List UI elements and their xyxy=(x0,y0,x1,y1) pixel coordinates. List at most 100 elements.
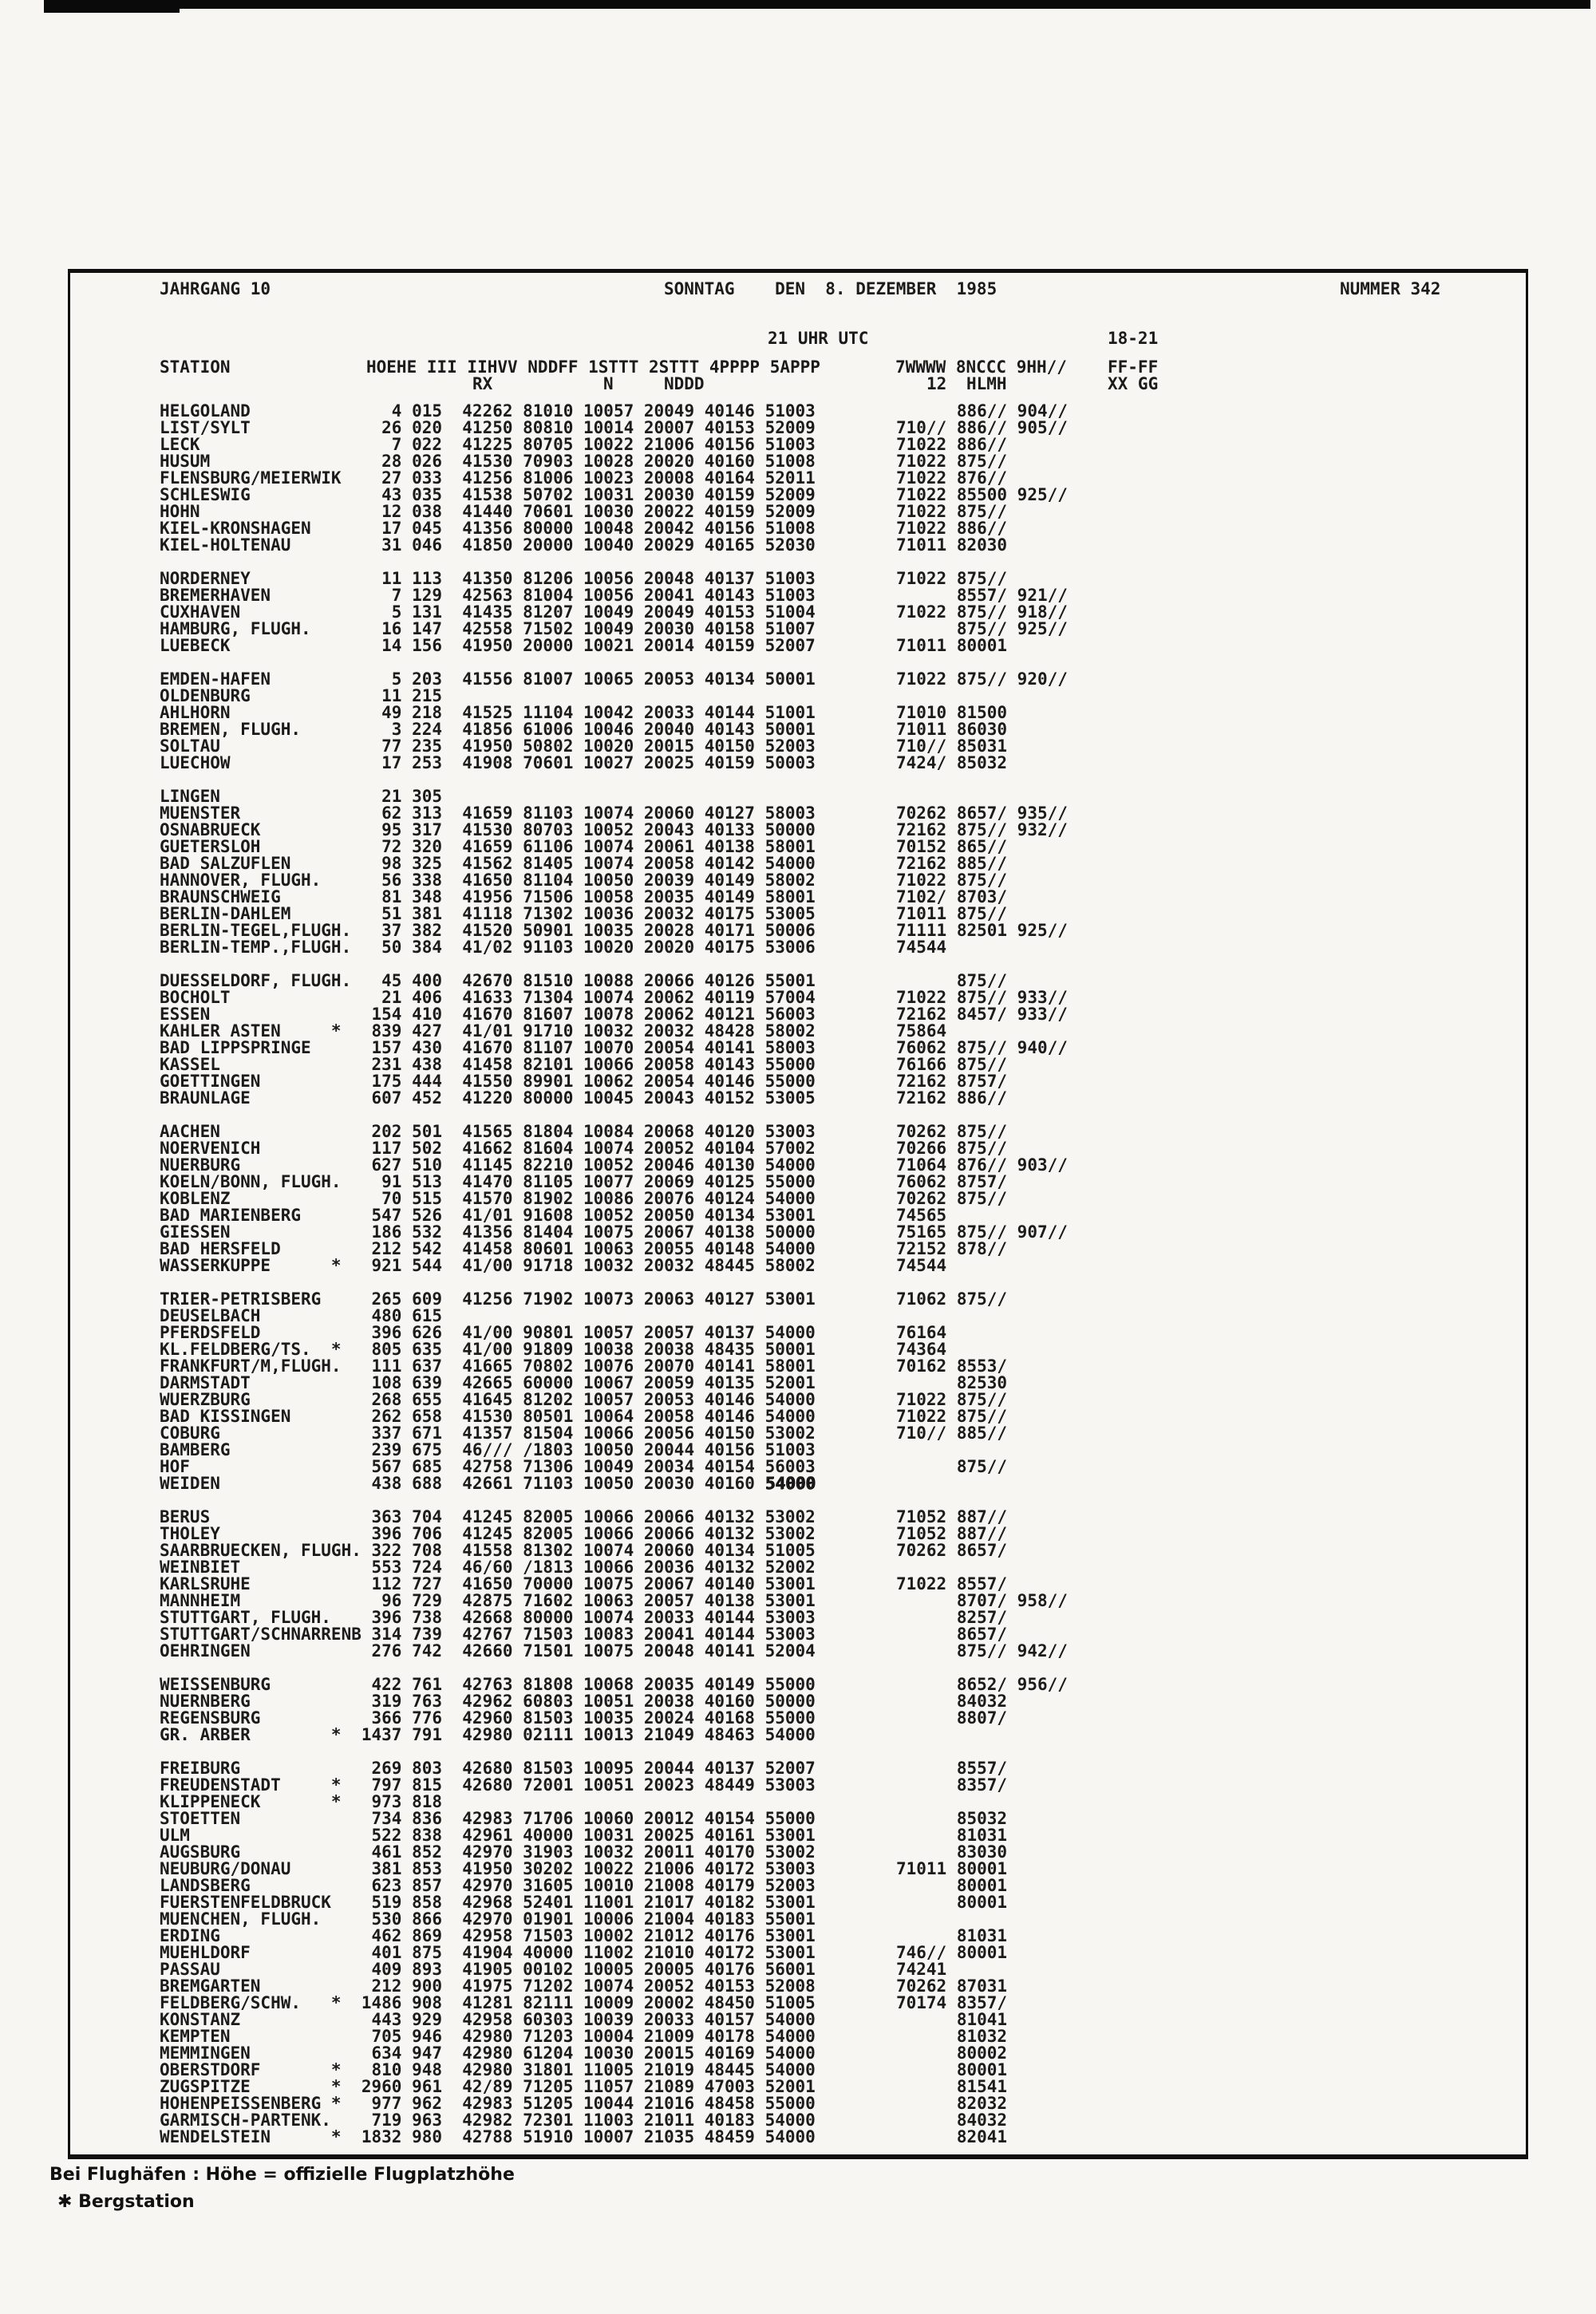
station-row: NORDERNEY 11 113 41350 81206 10056 20048… xyxy=(160,569,1008,588)
column-subheader-n: N xyxy=(603,374,614,393)
station-row: BAD LIPPSPRINGE 157 430 41670 81107 1007… xyxy=(160,1038,1068,1057)
station-row: HAMBURG, FLUGH. 16 147 42558 71502 10049… xyxy=(160,619,1068,638)
station-row: LANDSBERG 623 857 42970 31605 10010 2100… xyxy=(160,1876,1008,1895)
station-row: HELGOLAND 4 015 42262 81010 10057 20049 … xyxy=(160,401,1068,421)
station-row: NUERBURG 627 510 41145 82210 10052 20046… xyxy=(160,1155,1068,1175)
station-row: GR. ARBER * 1437 791 42980 02111 10013 2… xyxy=(160,1725,816,1744)
station-row: KIEL-KRONSHAGEN 17 045 41356 80000 10048… xyxy=(160,519,1008,538)
station-row: BAD MARIENBERG 547 526 41/01 91608 10052… xyxy=(160,1206,947,1225)
station-row: WUERZBURG 268 655 41645 81202 10057 2005… xyxy=(160,1390,1008,1409)
station-row: ESSEN 154 410 41670 81607 10078 20062 40… xyxy=(160,1005,1068,1024)
station-row: WASSERKUPPE * 921 544 41/00 91718 10032 … xyxy=(160,1256,947,1275)
station-row: PFERDSFELD 396 626 41/00 90801 10057 200… xyxy=(160,1323,947,1342)
station-row: BERLIN-TEGEL,FLUGH. 37 382 41520 50901 1… xyxy=(160,921,1068,940)
station-row: WENDELSTEIN * 1832 980 42788 51910 10007… xyxy=(160,2127,1008,2146)
station-row: DUESSELDORF, FLUGH. 45 400 42670 81510 1… xyxy=(160,971,1008,990)
station-row: MUENSTER 62 313 41659 81103 10074 20060 … xyxy=(160,804,1068,823)
station-row: NUERNBERG 319 763 42962 60803 10051 2003… xyxy=(160,1692,1008,1711)
issue-number: NUMMER 342 xyxy=(1340,279,1441,298)
station-row: LUEBECK 14 156 41950 20000 10021 20014 4… xyxy=(160,636,1008,655)
station-row: ULM 522 838 42961 40000 10031 20025 4016… xyxy=(160,1826,1008,1845)
station-row: GIESSEN 186 532 41356 81404 10075 20067 … xyxy=(160,1222,1068,1242)
station-row: COBURG 337 671 41357 81504 10066 20056 4… xyxy=(160,1424,1008,1443)
blank-line xyxy=(160,956,1068,973)
blank-line xyxy=(160,1492,1068,1509)
station-row: LINGEN 21 305 xyxy=(160,787,443,806)
page-frame xyxy=(68,269,1528,2159)
station-row: BAD SALZUFLEN 98 325 41562 81405 10074 2… xyxy=(160,854,1008,873)
station-row: SAARBRUECKEN, FLUGH. 322 708 41558 81302… xyxy=(160,1541,1008,1560)
station-row: BREMEN, FLUGH. 3 224 41856 61006 10046 2… xyxy=(160,720,1008,739)
station-row: HOHENPEISSENBERG * 977 962 42983 51205 1… xyxy=(160,2094,1008,2113)
station-row: WEISSENBURG 422 761 42763 81808 10068 20… xyxy=(160,1675,1068,1694)
station-row: BRAUNSCHWEIG 81 348 41956 71506 10058 20… xyxy=(160,887,1008,906)
station-row: FUERSTENFELDBRUCK 519 858 42968 52401 11… xyxy=(160,1893,1008,1912)
blank-line xyxy=(160,1660,1068,1676)
blank-line xyxy=(160,554,1068,571)
column-subheader-rx: RX xyxy=(472,374,493,393)
station-row: REGENSBURG 366 776 42960 81503 10035 200… xyxy=(160,1708,1008,1728)
station-row: BAMBERG 239 675 46/// /1803 10050 20044 … xyxy=(160,1440,816,1459)
observation-time-label: 21 UHR UTC xyxy=(768,329,869,348)
station-row: LECK 7 022 41225 80705 10022 21006 40156… xyxy=(160,435,1008,454)
station-row: MUENCHEN, FLUGH. 530 866 42970 01901 100… xyxy=(160,1909,816,1929)
station-row: NEUBURG/DONAU 381 853 41950 30202 10022 … xyxy=(160,1859,1008,1878)
station-row: HUSUM 28 026 41530 70903 10028 20020 401… xyxy=(160,452,1008,471)
station-row: ZUGSPITZE * 2960 961 42/89 71205 11057 2… xyxy=(160,2077,1008,2096)
station-row: BOCHOLT 21 406 41633 71304 10074 20062 4… xyxy=(160,988,1068,1007)
station-row: LIST/SYLT 26 020 41250 80810 10014 20007… xyxy=(160,418,1068,437)
station-row: BERLIN-TEMP.,FLUGH. 50 384 41/02 91103 1… xyxy=(160,938,947,957)
station-row: HANNOVER, FLUGH. 56 338 41650 81104 1005… xyxy=(160,871,1008,890)
station-row: HOF 567 685 42758 71306 10049 20034 4015… xyxy=(160,1457,1008,1476)
station-row: FREIBURG 269 803 42680 81503 10095 20044… xyxy=(160,1759,1008,1778)
column-subheader-hlmh: HLMH xyxy=(966,374,1007,393)
station-row: OSNABRUECK 95 317 41530 80703 10052 2004… xyxy=(160,820,1068,839)
column-header-synop-groups: HOEHE III IIHVV NDDFF 1STTT 2STTT 4PPPP … xyxy=(366,357,820,377)
station-row: PASSAU 409 893 41905 00102 10005 20005 4… xyxy=(160,1960,947,1979)
station-row: STUTTGART/SCHNARRENB 314 739 42767 71503… xyxy=(160,1625,1008,1644)
station-row: BAD KISSINGEN 262 658 41530 80501 10064 … xyxy=(160,1407,1008,1426)
station-row: BREMGARTEN 212 900 41975 71202 10074 200… xyxy=(160,1976,1008,1996)
station-row: AHLHORN 49 218 41525 11104 10042 20033 4… xyxy=(160,703,1008,722)
station-row: NOERVENICH 117 502 41662 81604 10074 200… xyxy=(160,1139,1008,1158)
blank-line xyxy=(160,1107,1068,1123)
station-row: CUXHAVEN 5 131 41435 81207 10049 20049 4… xyxy=(160,602,1068,622)
station-row: MUEHLDORF 401 875 41904 40000 11002 2101… xyxy=(160,1943,1008,1962)
station-row: STOETTEN 734 836 42983 71706 10060 20012… xyxy=(160,1809,1008,1828)
scan-artifact-top-bar xyxy=(44,0,1590,9)
station-row: KEMPTEN 705 946 42980 71203 10004 21009 … xyxy=(160,2027,1008,2046)
station-row: DARMSTADT 108 639 42665 60000 10067 2005… xyxy=(160,1373,1008,1392)
station-row: KLIPPENECK * 973 818 xyxy=(160,1792,443,1811)
column-subheader-12: 12 xyxy=(926,374,947,393)
station-row: BRAUNLAGE 607 452 41220 80000 10045 2004… xyxy=(160,1088,1008,1108)
station-row: MANNHEIM 96 729 42875 71602 10063 20057 … xyxy=(160,1591,1068,1610)
station-row: DEUSELBACH 480 615 xyxy=(160,1306,443,1325)
scan-artifact-top-blob xyxy=(44,0,180,13)
station-row: GUETERSLOH 72 320 41659 61106 10074 2006… xyxy=(160,837,1008,856)
footer-legend-airfields: Bei Flughäfen : Höhe = offizielle Flugpl… xyxy=(49,2165,515,2185)
blank-line xyxy=(160,772,1068,788)
station-row: BREMERHAVEN 7 129 42563 81004 10056 2004… xyxy=(160,586,1068,605)
station-row: KASSEL 231 438 41458 82101 10066 20058 4… xyxy=(160,1055,1008,1074)
volume-label: JAHRGANG 10 xyxy=(160,279,271,298)
station-row: AUGSBURG 461 852 42970 31903 10032 20011… xyxy=(160,1842,1008,1862)
station-row: BAD HERSFELD 212 542 41458 80601 10063 2… xyxy=(160,1239,1008,1258)
time-range-label: 18-21 xyxy=(1108,329,1159,348)
station-row: LUECHOW 17 253 41908 70601 10027 20025 4… xyxy=(160,753,1008,772)
station-row: WEIDEN 438 688 42661 71103 10050 20030 4… xyxy=(160,1474,816,1493)
station-row: MEMMINGEN 634 947 42980 61204 10030 2001… xyxy=(160,2044,1008,2063)
station-row: KIEL-HOLTENAU 31 046 41850 20000 10040 2… xyxy=(160,535,1008,555)
column-header-ff: FF-FF xyxy=(1108,357,1159,377)
station-row: KL.FELDBERG/TS. * 805 635 41/00 91809 10… xyxy=(160,1340,947,1359)
station-row: OEHRINGEN 276 742 42660 71501 10075 2004… xyxy=(160,1641,1068,1660)
station-row: WEINBIET 553 724 46/60 /1813 10066 20036… xyxy=(160,1558,816,1577)
station-row: OBERSTDORF * 810 948 42980 31801 11005 2… xyxy=(160,2060,1008,2079)
column-header-station: STATION xyxy=(160,357,231,377)
overprinted-group: 54000 xyxy=(764,1474,816,1493)
station-row: KOELN/BONN, FLUGH. 91 513 41470 81105 10… xyxy=(160,1172,1008,1191)
station-row: ERDING 462 869 42958 71503 10002 21012 4… xyxy=(160,1926,1008,1945)
station-row: KARLSRUHE 112 727 41650 70000 10075 2006… xyxy=(160,1574,1008,1593)
column-header-right-groups: 7WWWW 8NCCC 9HH// xyxy=(895,357,1067,377)
station-row: FREUDENSTADT * 797 815 42680 72001 10051… xyxy=(160,1775,1008,1795)
